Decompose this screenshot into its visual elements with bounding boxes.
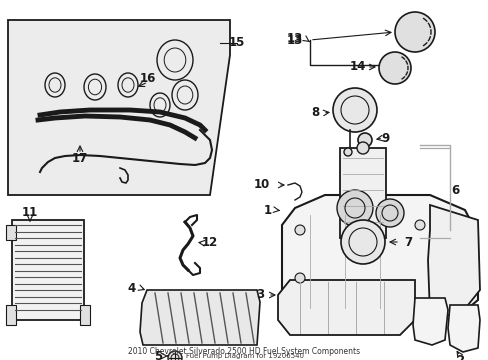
Polygon shape bbox=[282, 195, 477, 315]
Circle shape bbox=[356, 142, 368, 154]
Text: 7: 7 bbox=[403, 235, 411, 248]
Circle shape bbox=[332, 88, 376, 132]
Text: 15: 15 bbox=[228, 36, 244, 49]
Circle shape bbox=[378, 52, 410, 84]
Text: 2: 2 bbox=[455, 354, 463, 360]
Circle shape bbox=[375, 199, 403, 227]
Polygon shape bbox=[427, 205, 479, 315]
Bar bbox=[80, 305, 90, 325]
Text: 2010 Chevrolet Silverado 2500 HD Fuel System Components: 2010 Chevrolet Silverado 2500 HD Fuel Sy… bbox=[128, 347, 360, 356]
Bar bbox=[12, 220, 84, 320]
Text: 13: 13 bbox=[286, 31, 303, 45]
Text: 6: 6 bbox=[450, 184, 458, 197]
Text: 12: 12 bbox=[202, 237, 218, 249]
Text: 13: 13 bbox=[286, 33, 303, 46]
Circle shape bbox=[394, 12, 434, 52]
Circle shape bbox=[168, 351, 182, 360]
Polygon shape bbox=[412, 298, 447, 345]
Circle shape bbox=[414, 220, 424, 230]
Text: 14: 14 bbox=[349, 60, 366, 73]
Text: 5: 5 bbox=[154, 350, 162, 360]
Circle shape bbox=[357, 133, 371, 147]
Text: 4: 4 bbox=[128, 282, 136, 294]
Polygon shape bbox=[140, 290, 260, 345]
Bar bbox=[6, 225, 16, 240]
Text: 16: 16 bbox=[140, 72, 156, 85]
Bar bbox=[6, 305, 16, 325]
Polygon shape bbox=[278, 280, 414, 335]
Text: 3: 3 bbox=[255, 288, 264, 302]
Circle shape bbox=[294, 273, 305, 283]
Text: 1: 1 bbox=[264, 203, 271, 216]
Text: 9: 9 bbox=[380, 131, 388, 144]
Text: 17: 17 bbox=[72, 152, 88, 165]
Text: 8: 8 bbox=[310, 107, 319, 120]
Text: Fuel Pump Diagram for 19206540: Fuel Pump Diagram for 19206540 bbox=[185, 353, 303, 359]
Text: 11: 11 bbox=[22, 207, 38, 220]
Circle shape bbox=[343, 148, 351, 156]
Circle shape bbox=[336, 190, 372, 226]
Bar bbox=[339, 148, 385, 238]
Polygon shape bbox=[8, 20, 229, 195]
Circle shape bbox=[340, 220, 384, 264]
Circle shape bbox=[294, 225, 305, 235]
Text: 10: 10 bbox=[253, 179, 269, 192]
Polygon shape bbox=[447, 305, 479, 352]
